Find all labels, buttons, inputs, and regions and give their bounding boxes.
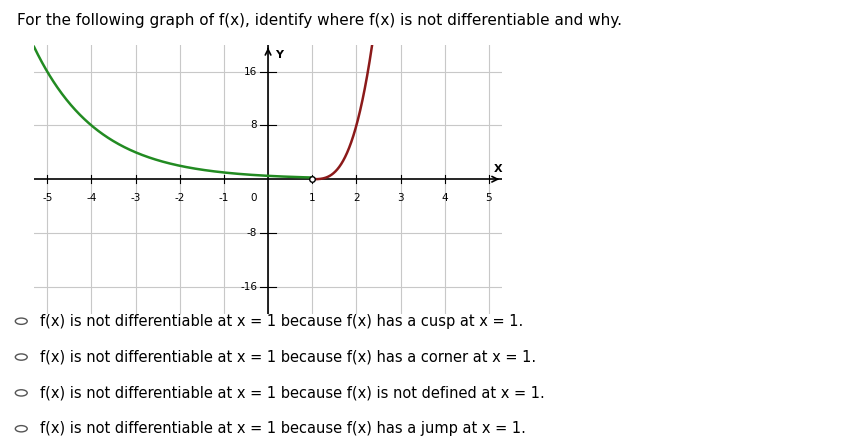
Text: For the following graph of f(x), identify where f(x) is not differentiable and w: For the following graph of f(x), identif… [17, 13, 622, 28]
Text: -16: -16 [240, 282, 257, 292]
Text: f(x) is not differentiable at x = 1 because f(x) has a corner at x = 1.: f(x) is not differentiable at x = 1 beca… [40, 349, 536, 365]
Text: 3: 3 [397, 193, 404, 202]
Text: 1: 1 [309, 193, 316, 202]
Text: -8: -8 [247, 228, 257, 238]
Text: Y: Y [275, 50, 283, 60]
Text: -4: -4 [86, 193, 97, 202]
Text: -5: -5 [42, 193, 53, 202]
Text: 2: 2 [353, 193, 360, 202]
Text: -2: -2 [174, 193, 185, 202]
Text: f(x) is not differentiable at x = 1 because f(x) has a cusp at x = 1.: f(x) is not differentiable at x = 1 beca… [40, 314, 523, 329]
Text: -1: -1 [219, 193, 229, 202]
Text: 0: 0 [250, 193, 257, 202]
Text: 16: 16 [243, 67, 257, 77]
Text: f(x) is not differentiable at x = 1 because f(x) is not defined at x = 1.: f(x) is not differentiable at x = 1 beca… [40, 385, 545, 401]
Text: 8: 8 [250, 121, 257, 130]
Text: f(x) is not differentiable at x = 1 because f(x) has a jump at x = 1.: f(x) is not differentiable at x = 1 beca… [40, 421, 526, 436]
Text: X: X [494, 164, 502, 174]
Text: -3: -3 [130, 193, 140, 202]
Text: 5: 5 [486, 193, 492, 202]
Text: 4: 4 [442, 193, 448, 202]
